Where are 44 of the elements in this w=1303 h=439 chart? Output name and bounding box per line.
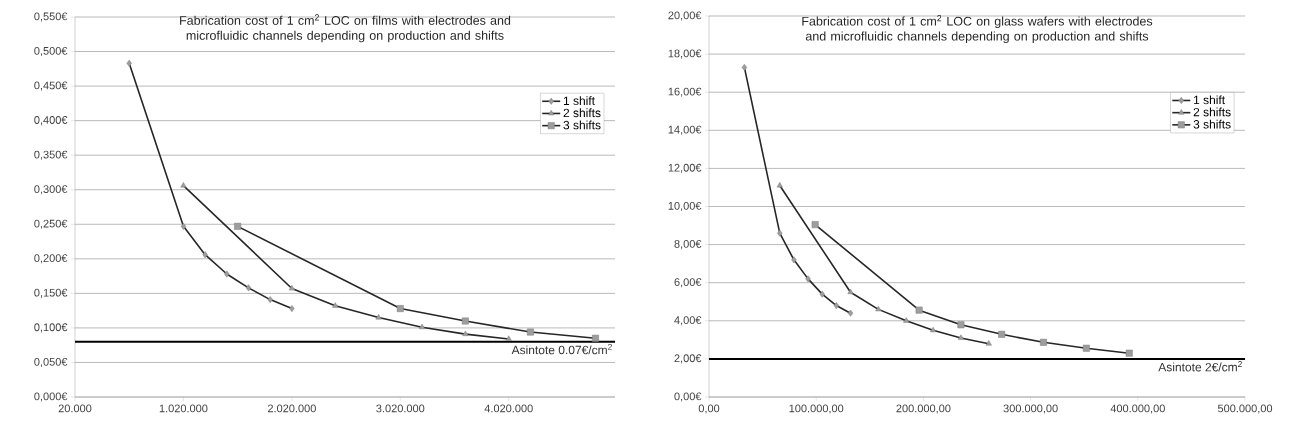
- x-tick-label: 400.000,00: [1110, 404, 1165, 414]
- legend-label: 1 shift: [563, 96, 595, 105]
- x-tick-label: 4.020.000: [484, 404, 533, 413]
- y-tick-label: 18,00€: [668, 49, 702, 59]
- y-tick-label: 14,00€: [668, 125, 702, 135]
- y-tick-label: 6,00€: [674, 278, 702, 288]
- y-tick-label: 16,00€: [668, 87, 702, 97]
- y-tick-label: 2,00€: [674, 354, 702, 364]
- y-tick-label: 20,00€: [668, 11, 702, 21]
- legend-label: 3 shifts: [1193, 119, 1231, 129]
- legend-label: 1 shift: [1194, 95, 1226, 105]
- x-tick-label: 500.000,00: [1217, 404, 1273, 414]
- y-tick-label: 12,00€: [668, 163, 702, 173]
- y-tick-label: 0,000€: [34, 392, 68, 402]
- y-tick-label: 0,00€: [674, 392, 702, 402]
- y-tick-label: 8,00€: [674, 240, 702, 250]
- y-tick-label: 0,150€: [34, 288, 68, 298]
- ref-line-label: Asintote 0.07€/cm$^{2}$: [511, 343, 612, 355]
- text: Fabrication cost of 1 cm$^{2}$ LOC on glass wafers with electrodes and microfluidic channels depending on production and shifts: [802, 15, 1153, 44]
- x-tick-label: 200.000,00: [896, 404, 951, 414]
- y-tick-label: 10,00€: [668, 201, 702, 212]
- y-tick-label: 0,050€: [34, 357, 68, 367]
- y-tick-label: 0,450€: [34, 81, 68, 91]
- y-tick-label: 0,550€: [34, 12, 68, 22]
- x-tick-label: 1.020.000: [159, 404, 208, 413]
- legend-label: 2 shifts: [1193, 107, 1231, 117]
- y-tick-label: 0,250€: [34, 219, 68, 229]
- legend-label: 2 shifts: [563, 108, 601, 118]
- x-tick-label: 300.000,00: [1003, 404, 1058, 414]
- ref-line-label: Asintote 2€/cm$^{2}$: [1158, 361, 1242, 372]
- y-tick-label: 0,200€: [34, 254, 68, 264]
- y-tick-label: 0,400€: [34, 116, 68, 126]
- y-tick-label: 0,300€: [34, 185, 68, 195]
- legend-label: 3 shifts: [563, 120, 601, 130]
- y-tick-label: 0,350€: [34, 150, 68, 160]
- x-tick-label: 20.000: [58, 404, 92, 413]
- y-tick-label: 0,500€: [34, 46, 68, 57]
- y-tick-label: 0,100€: [34, 323, 68, 333]
- x-tick-label: 0,00: [698, 404, 720, 414]
- chart-title: Fabrication cost of 1 cm$^{2}$ LOC on films with electrodes and microfluidic channels depending on production and shifts: [180, 14, 511, 43]
- y-tick-label: 4,00€: [674, 316, 702, 326]
- x-tick-label: 3.020.000: [376, 404, 425, 413]
- x-tick-label: 100.000,00: [789, 404, 844, 414]
- x-tick-label: 2.020.000: [267, 404, 316, 413]
